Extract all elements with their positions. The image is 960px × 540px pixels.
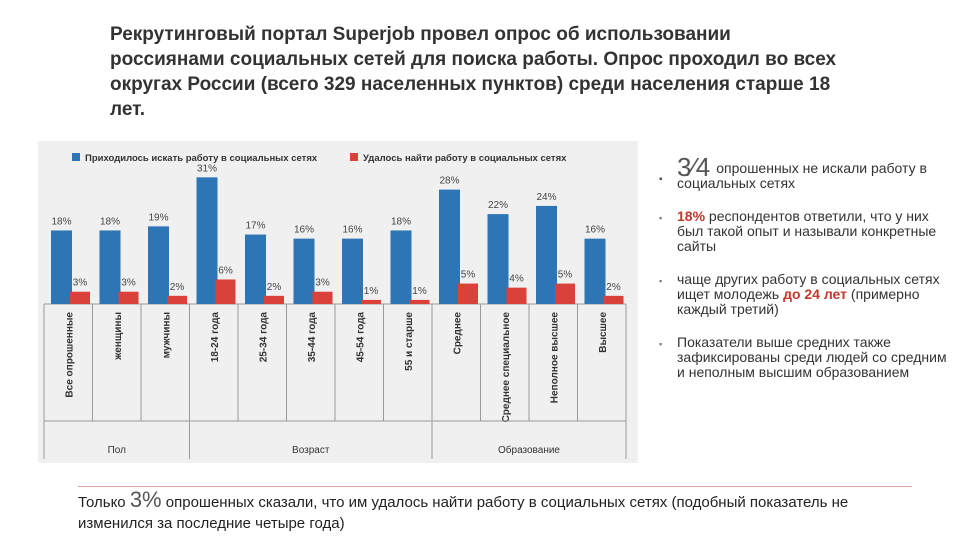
data-label-series-2-1: 3% <box>121 278 136 289</box>
data-label-series-1-10: 24% <box>536 192 556 203</box>
footer-percent: 3% <box>129 487 162 512</box>
bar-series-1-8 <box>439 189 460 304</box>
finding-3-highlight: до 24 лет <box>783 286 848 302</box>
bar-series-1-5 <box>293 238 315 304</box>
bar-series-2-10 <box>555 283 575 304</box>
category-label-0: Все опрошенные <box>64 312 75 398</box>
data-label-series-1-3: 31% <box>197 163 217 174</box>
category-label-3: 18-24 года <box>210 312 221 363</box>
bullet-square-icon: ▪ <box>659 276 663 286</box>
bar-series-2-7 <box>409 299 430 304</box>
bullet-square-icon: ▪ <box>659 339 663 349</box>
bar-series-2-6 <box>361 299 381 304</box>
chart-container: Приходилось искать работу в социальных с… <box>38 141 638 463</box>
finding-youth: ▪ чаще других работу в социальных сетях … <box>655 272 955 317</box>
data-label-series-1-7: 18% <box>391 216 411 227</box>
bar-series-1-3 <box>196 177 218 304</box>
finding-18-percent: ▪ 18% респондентов ответили, что у них б… <box>655 209 955 254</box>
data-label-series-1-9: 22% <box>488 200 508 211</box>
finding-4-text: Показатели выше средних также зафиксиров… <box>677 334 947 380</box>
finding-3-text-a: чаще других работу в социальных сетях ищ… <box>677 271 940 302</box>
bar-series-2-8 <box>458 283 478 304</box>
category-label-10: Неполное высшее <box>549 312 560 404</box>
category-label-9: Среднее специальное <box>501 312 512 423</box>
bar-series-1-10 <box>536 205 557 304</box>
group-label-0: Пол <box>108 445 127 456</box>
footer-text: опрошенных сказали, что им удалось найти… <box>78 494 849 532</box>
bar-series-1-7 <box>390 230 412 304</box>
data-label-series-1-4: 17% <box>245 221 265 232</box>
bar-chart: Приходилось искать работу в социальных с… <box>38 141 638 463</box>
data-label-series-1-0: 18% <box>51 216 71 227</box>
bar-series-2-4 <box>264 295 284 304</box>
data-label-series-2-8: 5% <box>461 270 476 281</box>
group-label-1: Возраст <box>292 445 330 456</box>
category-label-7: 55 и старше <box>404 312 415 371</box>
finding-three-quarters: ▪ 3⁄4 опрошенных не искали работу в социа… <box>655 154 955 191</box>
data-label-series-1-6: 16% <box>342 225 362 236</box>
category-label-1: женщины <box>113 312 124 361</box>
legend-swatch-series-1 <box>72 153 80 161</box>
bar-series-2-9 <box>506 287 527 304</box>
data-label-series-1-5: 16% <box>294 225 314 236</box>
bar-series-1-0 <box>51 230 72 304</box>
data-label-series-1-8: 28% <box>439 176 459 187</box>
legend-swatch-series-2 <box>350 153 358 161</box>
category-label-2: мужчины <box>161 312 172 358</box>
bar-series-2-11 <box>603 295 624 304</box>
group-label-2: Образование <box>498 444 560 456</box>
data-label-series-2-9: 4% <box>509 274 524 285</box>
bar-series-2-5 <box>312 291 333 304</box>
data-label-series-2-11: 2% <box>606 282 621 293</box>
bullet-square-icon: ▪ <box>659 213 663 223</box>
slide-title: Рекрутинговый портал Superjob провел опр… <box>110 24 837 120</box>
data-label-series-2-3: 6% <box>218 265 233 276</box>
bar-series-1-2 <box>148 226 169 304</box>
bar-series-1-9 <box>487 214 509 304</box>
category-label-5: 35-44 года <box>307 312 318 363</box>
data-label-series-2-0: 3% <box>73 278 88 289</box>
bar-series-2-2 <box>167 295 187 304</box>
category-label-11: Высшее <box>598 312 609 353</box>
finding-education: ▪ Показатели выше средних также зафиксир… <box>655 335 955 380</box>
findings-list: ▪ 3⁄4 опрошенных не искали работу в социа… <box>655 154 955 380</box>
data-label-series-2-6: 1% <box>364 286 379 297</box>
bar-series-1-1 <box>99 230 121 304</box>
legend-label-series-2: Удалось найти работу в социальных сетях <box>363 153 567 164</box>
bar-series-2-0 <box>70 291 90 304</box>
data-label-series-2-2: 2% <box>170 282 185 293</box>
category-label-4: 25-34 года <box>258 312 269 363</box>
data-label-series-1-2: 19% <box>148 212 168 223</box>
data-label-series-1-11: 16% <box>585 225 605 236</box>
footer-divider <box>78 486 912 487</box>
finding-1-text: опрошенных не искали работу в социальных… <box>677 160 927 191</box>
bar-series-2-3 <box>215 279 236 304</box>
bar-series-2-1 <box>118 291 139 304</box>
category-label-8: Среднее <box>452 312 463 355</box>
finding-3-text-b: (примерно каждый третий) <box>677 286 920 317</box>
footer-prefix: Только <box>78 494 130 511</box>
footer-note: Только 3% опрошенных сказали, что им уда… <box>78 489 918 534</box>
category-label-6: 45-54 года <box>355 312 366 363</box>
data-label-series-2-10: 5% <box>558 270 573 281</box>
data-label-series-2-4: 2% <box>267 282 282 293</box>
bullet-square-icon: ▪ <box>659 174 663 185</box>
data-label-series-2-7: 1% <box>412 286 427 297</box>
bar-series-1-11 <box>584 238 606 304</box>
data-label-series-1-1: 18% <box>100 216 120 227</box>
bar-series-1-4 <box>245 234 266 304</box>
legend-label-series-1: Приходилось искать работу в социальных с… <box>85 153 318 164</box>
bar-series-1-6 <box>342 238 363 304</box>
finding-2-highlight: 18% <box>677 208 706 224</box>
data-label-series-2-5: 3% <box>315 278 330 289</box>
finding-2-text: респондентов ответили, что у них был так… <box>677 208 937 254</box>
